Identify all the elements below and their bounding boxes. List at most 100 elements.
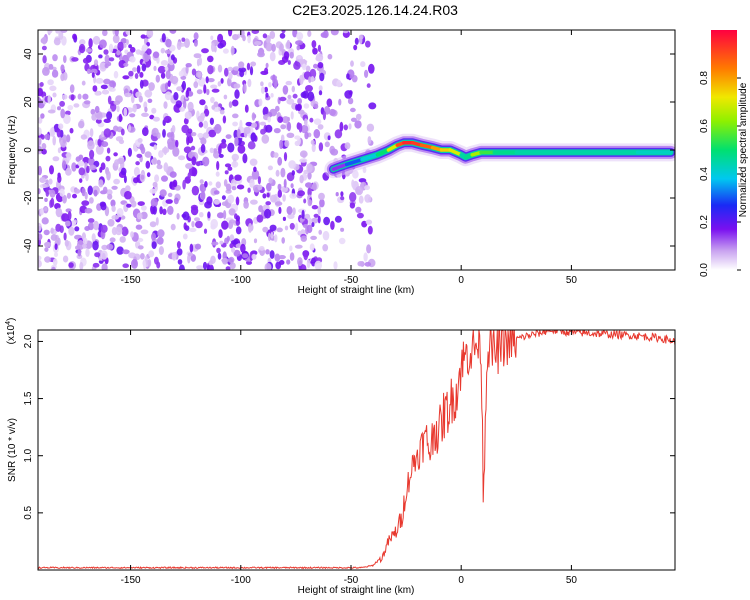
- heatmap-noise-cell: [38, 255, 42, 261]
- heatmap-noise-cell: [83, 100, 91, 105]
- heatmap-noise-cell: [162, 147, 170, 154]
- heatmap-noise-cell: [347, 97, 354, 105]
- heatmap-noise-cell: [39, 82, 44, 87]
- heatmap-noise-cell: [223, 210, 227, 220]
- heatmap-noise-cell: [38, 88, 43, 97]
- heatmap-noise-cell: [138, 95, 143, 103]
- heatmap-noise-cell: [311, 40, 317, 49]
- heatmap-noise-cell: [62, 134, 67, 144]
- heatmap-noise-cell: [318, 85, 323, 92]
- heatmap-noise-cell: [188, 227, 197, 233]
- heatmap-noise-cell: [140, 34, 146, 39]
- heatmap-noise-cell: [195, 220, 203, 229]
- heatmap-noise-cell: [289, 222, 295, 230]
- heatmap-noise-cell: [169, 30, 177, 34]
- y-tick-label: 0: [23, 147, 34, 153]
- heatmap-noise-cell: [181, 124, 189, 134]
- heatmap-noise-cell: [111, 205, 116, 212]
- heatmap-noise-cell: [228, 30, 233, 37]
- heatmap-noise-cell: [249, 66, 254, 76]
- heatmap-noise-cell: [183, 38, 190, 48]
- heatmap-noise-cell: [278, 260, 285, 265]
- snr-panel: -150 -100 -50 0 50 0.5 1.0 1.5 2.0 Height of st…: [5, 318, 676, 596]
- heatmap-noise-cell: [182, 233, 188, 240]
- heatmap-noise-cell: [59, 100, 65, 107]
- heatmap-noise-cell: [327, 135, 331, 141]
- snr-y-label: SNR (10 * v/v): [7, 418, 18, 482]
- heatmap-noise-cell: [165, 38, 172, 48]
- heatmap-noise-cell: [78, 167, 86, 176]
- heatmap-noise-cell: [229, 262, 236, 270]
- heatmap-noise-cell: [265, 201, 272, 206]
- heatmap-noise-cell: [52, 135, 56, 146]
- heatmap-noise-cell: [66, 192, 71, 199]
- heatmap-noise-cell: [48, 178, 53, 185]
- heatmap-noise-cell: [55, 30, 60, 34]
- heatmap-noise-cell: [103, 118, 111, 124]
- heatmap-noise-cell: [313, 213, 319, 218]
- heatmap-noise-cell: [299, 158, 308, 163]
- heatmap-noise-cell: [176, 213, 180, 220]
- heatmap-noise-cell: [94, 90, 101, 96]
- y-tick-label: 1.5: [23, 391, 34, 405]
- heatmap-noise-cell: [217, 42, 224, 49]
- heatmap-noise-cell: [313, 103, 319, 109]
- heatmap-noise-cell: [85, 172, 89, 182]
- y-tick-label: 20: [23, 96, 34, 108]
- heatmap-noise-cell: [49, 189, 56, 198]
- heatmap-noise-cell: [227, 77, 232, 87]
- heatmap-noise-cell: [84, 192, 88, 200]
- heatmap-noise-cell: [218, 229, 223, 239]
- heatmap-noise-cell: [326, 99, 330, 106]
- heatmap-noise-cell: [311, 217, 319, 224]
- heatmap-noise-cell: [310, 76, 315, 83]
- heatmap-noise-cell: [87, 140, 95, 151]
- heatmap-noise-cell: [178, 264, 185, 270]
- heatmap-noise-cell: [65, 134, 71, 143]
- heatmap-noise-cell: [54, 243, 58, 250]
- heatmap-noise-cell: [70, 220, 77, 227]
- heatmap-noise-cell: [145, 160, 151, 169]
- heatmap-noise-cell: [281, 116, 290, 124]
- heatmap-noise-cell: [294, 140, 300, 146]
- colorbar-label: Normalized spectral amplitude: [738, 82, 749, 217]
- heatmap-noise-cell: [260, 86, 265, 94]
- heatmap-noise-cell: [361, 220, 368, 228]
- heatmap-noise-cell: [111, 185, 118, 190]
- heatmap-noise-cell: [113, 125, 119, 132]
- heatmap-noise-cell: [113, 178, 120, 185]
- heatmap-noise-cell: [315, 56, 323, 62]
- heatmap-noise-cell: [257, 51, 265, 58]
- heatmap-noise-cell: [344, 90, 353, 99]
- heatmap-noise-cell: [85, 48, 93, 53]
- heatmap-noise-cell: [242, 253, 249, 259]
- x-tick-label: -100: [231, 575, 251, 586]
- heatmap-noise-cell: [307, 30, 312, 37]
- heatmap-noise-cell: [221, 195, 226, 201]
- heatmap-noise-cell: [79, 262, 84, 270]
- heatmap-noise-cell: [264, 263, 272, 270]
- heatmap-noise-cell: [141, 44, 148, 51]
- heatmap-y-ticks: -40 -20 0 20 40: [23, 48, 675, 253]
- heatmap-noise-cell: [71, 162, 77, 172]
- heatmap-noise-cell: [193, 53, 202, 59]
- heatmap-noise-cell: [187, 172, 191, 180]
- heatmap-noise-cell: [187, 128, 193, 134]
- heatmap-noise-cell: [68, 226, 75, 236]
- heatmap-noise-cell: [57, 106, 61, 111]
- heatmap-noise-cell: [250, 199, 258, 205]
- heatmap-noise-cell: [210, 84, 218, 89]
- heatmap-noise-cell: [77, 248, 82, 257]
- heatmap-noise-cell: [227, 221, 234, 230]
- heatmap-noise-cell: [279, 96, 287, 102]
- heatmap-noise-cell: [124, 92, 132, 98]
- snr-y-ticks: 0.5 1.0 1.5 2.0: [23, 334, 675, 520]
- y-tick-label: 2.0: [23, 334, 34, 348]
- heatmap-noise-cell: [366, 244, 372, 254]
- heatmap-noise-cell: [148, 82, 155, 91]
- heatmap-noise-cell: [235, 196, 240, 206]
- heatmap-noise-cell: [317, 205, 322, 215]
- heatmap-noise-cell: [309, 68, 317, 79]
- heatmap-noise-cell: [113, 70, 119, 79]
